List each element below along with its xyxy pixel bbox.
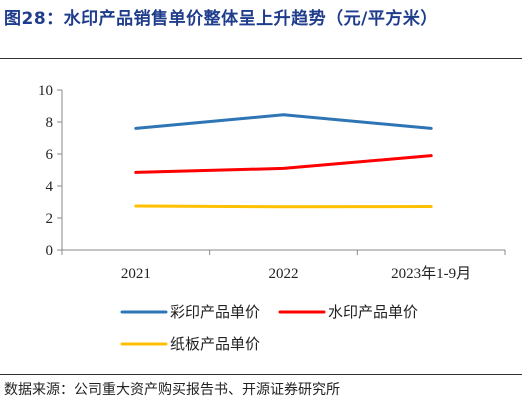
y-tick-label: 4: [46, 179, 54, 195]
series-line: [134, 154, 433, 174]
y-axis: 0 2 4 6 8 10: [38, 83, 63, 259]
y-tick-label: 0: [46, 243, 54, 259]
x-tick-label: 2022: [269, 266, 299, 282]
y-tick-label: 6: [46, 147, 54, 163]
y-tick-label: 8: [46, 115, 54, 131]
legend-label: 纸板产品单价: [170, 335, 260, 353]
legend-label: 水印产品单价: [328, 303, 418, 321]
x-tick-label: 2023年1-9月: [391, 265, 471, 282]
legend-label: 彩印产品单价: [170, 303, 260, 321]
series-line: [134, 113, 433, 130]
figure-title: 图28：水印产品销售单价整体呈上升趋势（元/平方米）: [4, 9, 438, 29]
series-lines: [134, 113, 433, 209]
source-note: 数据来源：公司重大资产购买报告书、开源证券研究所: [4, 382, 340, 398]
top-rule: [0, 58, 522, 59]
series-line: [134, 204, 433, 209]
x-axis: 2021 2022 2023年1-9月: [61, 249, 506, 282]
y-tick-label: 10: [38, 83, 53, 99]
y-tick-label: 2: [46, 211, 54, 227]
line-chart: 0 2 4 6 8 10 2021 2022 2023年1-9月 彩印产品单价 水印产品单价纸板…: [38, 83, 506, 353]
bottom-rule: [0, 374, 522, 375]
x-tick-label: 2021: [121, 266, 151, 282]
